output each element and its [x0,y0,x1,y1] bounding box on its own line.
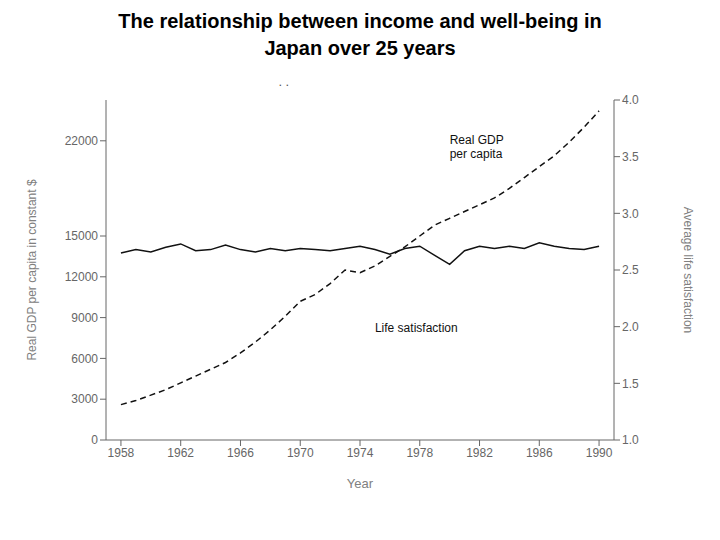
svg-text:6000: 6000 [71,352,98,366]
svg-text:1974: 1974 [347,446,374,460]
svg-text:4.0: 4.0 [622,93,639,107]
svg-text:9000: 9000 [71,311,98,325]
svg-text:3.0: 3.0 [622,207,639,221]
svg-text:1970: 1970 [287,446,314,460]
svg-text:2.5: 2.5 [622,263,639,277]
svg-text:Year: Year [347,476,374,491]
svg-text:1.0: 1.0 [622,433,639,447]
svg-text:0: 0 [91,433,98,447]
svg-text:Real GDP per capita in constan: Real GDP per capita in constant $ [25,179,39,361]
svg-text:1986: 1986 [526,446,553,460]
svg-text:1978: 1978 [406,446,433,460]
html-text:The relationship between incom: The relationship between income and well… [118,10,602,59]
svg-text:Average life satisfaction: Average life satisfaction [681,207,695,334]
svg-text:1962: 1962 [167,446,194,460]
svg-text:1966: 1966 [227,446,254,460]
svg-text:Life satisfaction: Life satisfaction [375,321,458,335]
svg-text:15000: 15000 [65,229,99,243]
svg-text:1982: 1982 [466,446,493,460]
svg-text:1990: 1990 [586,446,613,460]
svg-text:3000: 3000 [71,392,98,406]
svg-text:12000: 12000 [65,270,99,284]
svg-text:2.0: 2.0 [622,320,639,334]
svg-text:22000: 22000 [65,134,99,148]
svg-text:Real GDPper capita: Real GDPper capita [450,133,504,161]
svg-text:1958: 1958 [108,446,135,460]
svg-text:1.5: 1.5 [622,377,639,391]
svg-text:3.5: 3.5 [622,150,639,164]
